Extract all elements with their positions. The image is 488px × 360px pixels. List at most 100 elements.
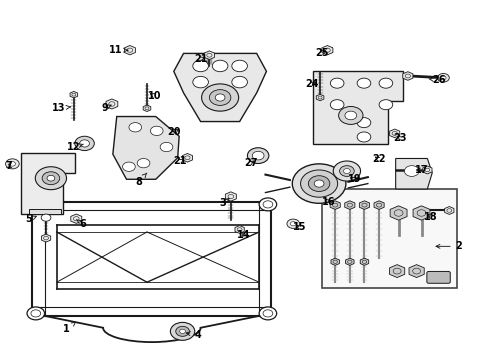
Circle shape	[122, 162, 135, 171]
Circle shape	[259, 307, 276, 320]
Circle shape	[80, 140, 89, 147]
Polygon shape	[225, 192, 236, 201]
Text: 17: 17	[414, 165, 428, 175]
Polygon shape	[422, 166, 431, 174]
Circle shape	[47, 175, 55, 181]
Polygon shape	[329, 201, 340, 210]
Polygon shape	[321, 45, 332, 55]
Bar	[29, 209, 61, 214]
Circle shape	[343, 168, 349, 174]
Text: 8: 8	[135, 173, 146, 187]
Polygon shape	[235, 226, 244, 233]
Circle shape	[290, 222, 296, 226]
Text: 7: 7	[5, 161, 12, 171]
Circle shape	[215, 94, 224, 101]
Circle shape	[300, 170, 337, 197]
Text: 1: 1	[63, 322, 75, 334]
Polygon shape	[395, 158, 431, 189]
Bar	[321, 189, 456, 288]
Circle shape	[378, 78, 392, 88]
Circle shape	[212, 60, 227, 72]
Polygon shape	[408, 265, 424, 278]
Text: 4: 4	[186, 330, 201, 340]
Text: 9: 9	[101, 103, 111, 113]
Circle shape	[286, 219, 299, 228]
Text: 20: 20	[167, 127, 181, 136]
Circle shape	[170, 322, 194, 340]
Circle shape	[356, 132, 370, 142]
Circle shape	[31, 201, 41, 208]
Polygon shape	[359, 201, 369, 210]
Polygon shape	[71, 214, 81, 224]
Text: 3: 3	[219, 198, 229, 208]
Circle shape	[175, 326, 189, 336]
Circle shape	[209, 90, 230, 105]
Text: 10: 10	[147, 91, 161, 101]
Circle shape	[27, 198, 44, 211]
Text: 24: 24	[305, 79, 318, 89]
Circle shape	[356, 78, 370, 88]
Circle shape	[192, 76, 208, 88]
Polygon shape	[106, 99, 118, 109]
Circle shape	[160, 142, 172, 152]
Polygon shape	[360, 258, 368, 265]
Text: 26: 26	[428, 75, 445, 85]
Text: 6: 6	[76, 219, 86, 229]
Text: 25: 25	[314, 48, 327, 58]
Text: 15: 15	[292, 222, 305, 232]
Circle shape	[308, 176, 329, 192]
Circle shape	[150, 126, 163, 135]
Polygon shape	[20, 153, 75, 214]
Polygon shape	[204, 51, 214, 59]
Circle shape	[344, 111, 356, 120]
Circle shape	[338, 107, 362, 125]
Circle shape	[5, 159, 19, 169]
Circle shape	[192, 60, 208, 72]
Text: 22: 22	[371, 154, 385, 164]
Circle shape	[231, 76, 247, 88]
Polygon shape	[444, 207, 453, 215]
Circle shape	[252, 151, 264, 160]
Text: 21: 21	[173, 156, 186, 166]
Circle shape	[378, 100, 392, 110]
Polygon shape	[389, 265, 404, 278]
Polygon shape	[124, 45, 135, 55]
Circle shape	[330, 100, 343, 110]
Circle shape	[339, 166, 353, 176]
Circle shape	[259, 198, 276, 211]
Circle shape	[247, 148, 268, 163]
Text: 5: 5	[25, 215, 36, 224]
Polygon shape	[412, 206, 429, 220]
Text: 23: 23	[392, 133, 406, 143]
Text: 14: 14	[236, 230, 250, 239]
Polygon shape	[373, 201, 384, 210]
Circle shape	[404, 166, 418, 176]
Circle shape	[330, 78, 343, 88]
Circle shape	[129, 123, 142, 132]
Polygon shape	[182, 153, 192, 162]
Polygon shape	[173, 53, 266, 122]
Text: 16: 16	[321, 197, 334, 207]
Polygon shape	[345, 258, 353, 265]
Circle shape	[263, 201, 272, 208]
Text: 13: 13	[51, 103, 70, 113]
Text: 2: 2	[435, 241, 462, 251]
Circle shape	[356, 118, 370, 128]
Circle shape	[41, 214, 51, 221]
Polygon shape	[41, 234, 51, 242]
Circle shape	[201, 84, 238, 111]
Text: 19: 19	[347, 174, 360, 184]
Circle shape	[332, 161, 360, 181]
Polygon shape	[389, 129, 399, 138]
Circle shape	[437, 73, 448, 82]
Circle shape	[314, 180, 324, 187]
Circle shape	[35, 167, 66, 190]
Circle shape	[292, 164, 345, 203]
Polygon shape	[344, 201, 354, 210]
Text: 12: 12	[67, 142, 83, 152]
Text: 21: 21	[193, 54, 207, 64]
Polygon shape	[316, 94, 323, 101]
Polygon shape	[330, 258, 339, 265]
FancyBboxPatch shape	[426, 271, 449, 283]
Polygon shape	[402, 72, 412, 80]
